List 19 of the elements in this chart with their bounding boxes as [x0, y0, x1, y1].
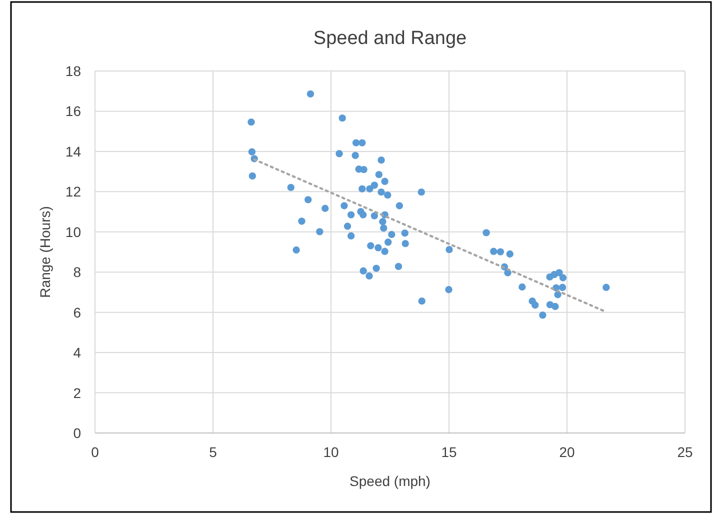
x-tick-label: 10 [323, 444, 339, 460]
x-tick-label: 25 [677, 444, 693, 460]
chart-title: Speed and Range [313, 28, 467, 49]
x-axis-title: Speed (mph) [350, 473, 430, 489]
y-tick-label: 18 [65, 63, 82, 79]
x-tick-label: 5 [209, 444, 218, 460]
x-tick-label: 0 [91, 444, 100, 460]
y-tick-label: 12 [65, 184, 82, 200]
x-tick-label: 15 [441, 444, 457, 460]
y-tick-label: 6 [73, 304, 82, 320]
y-tick-label: 16 [65, 103, 82, 120]
y-tick-label: 8 [73, 264, 82, 280]
x-tick-label: 20 [559, 444, 575, 460]
y-tick-label: 10 [65, 224, 82, 240]
y-axis-title: Range (Hours) [37, 206, 53, 298]
y-tick-label: 2 [73, 384, 82, 401]
y-tick-label: 14 [65, 143, 82, 160]
y-tick-label: 4 [73, 344, 82, 361]
y-tick-label: 0 [73, 425, 82, 441]
